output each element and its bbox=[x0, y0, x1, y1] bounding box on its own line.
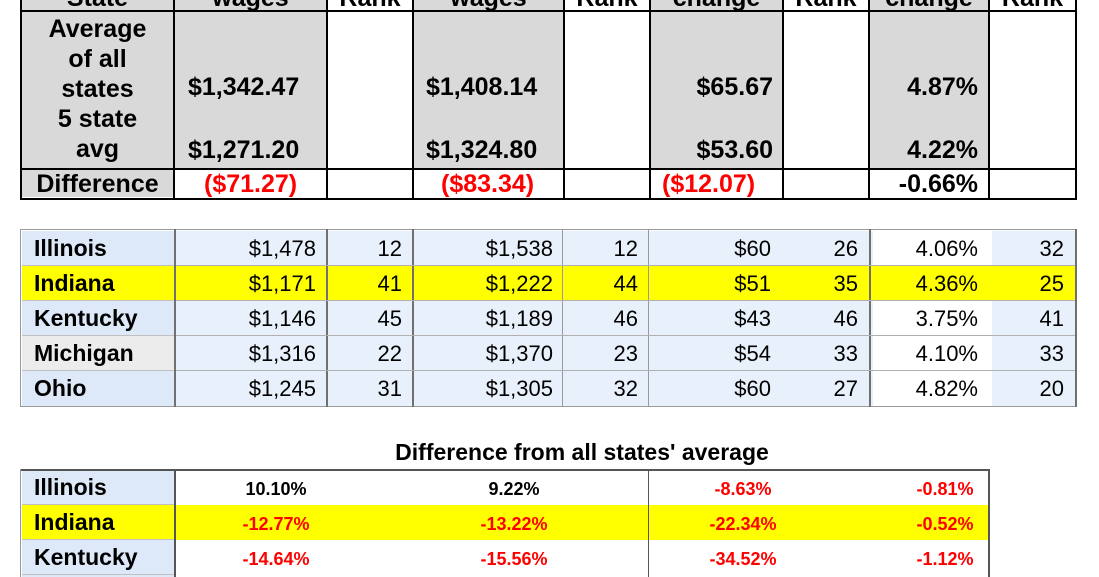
indiana-rank1: 41 bbox=[377, 271, 402, 296]
ohio-pct: 4.82% bbox=[915, 376, 978, 401]
difference-change-1: ($12.07) bbox=[662, 170, 756, 198]
indiana-rank4: 25 bbox=[1039, 271, 1064, 296]
ohio-rank1: 31 bbox=[377, 376, 402, 401]
avg-wages-2: $1,408.14 bbox=[426, 73, 538, 101]
michigan-wage1: $1,316 bbox=[248, 341, 316, 366]
ohio-rank4: 20 bbox=[1039, 376, 1064, 401]
illinois-pct: 4.06% bbox=[915, 236, 978, 261]
indiana-change: $51 bbox=[734, 271, 771, 296]
avg-change-1: $65.67 bbox=[696, 73, 773, 101]
five-state-wages-1: $1,271.20 bbox=[188, 136, 300, 164]
illinois-rank3: 26 bbox=[833, 236, 858, 261]
five-state-wages-2: $1,324.80 bbox=[426, 136, 538, 164]
illinois-change: $60 bbox=[734, 236, 771, 261]
header-rank-4: Rank bbox=[990, 0, 1075, 10]
difference-table-title: Difference from all states' average bbox=[395, 439, 769, 465]
michigan-rank1: 22 bbox=[377, 341, 402, 366]
difference-change-2: -0.66% bbox=[898, 170, 978, 198]
kentucky-rank3: 46 bbox=[833, 306, 858, 331]
kentucky-wage2: $1,189 bbox=[485, 306, 553, 331]
ohio-wage2: $1,305 bbox=[485, 376, 553, 401]
michigan-change: $54 bbox=[734, 341, 771, 366]
row-label-average: Average of all states bbox=[48, 15, 147, 103]
michigan-rank2: 23 bbox=[613, 341, 638, 366]
michigan-wage2: $1,370 bbox=[485, 341, 553, 366]
diff-kentucky-4: -1.12% bbox=[916, 549, 974, 569]
diff-indiana-3: -22.34% bbox=[709, 514, 777, 534]
diff-indiana-4: -0.52% bbox=[916, 514, 974, 534]
kentucky-wage1: $1,146 bbox=[248, 306, 316, 331]
diff-illinois-1: 10.10% bbox=[245, 479, 307, 499]
kentucky-rank2: 46 bbox=[613, 306, 638, 331]
ohio-rank3: 27 bbox=[833, 376, 858, 401]
five-state-change-1: $53.60 bbox=[696, 136, 773, 164]
diff-illinois-4: -0.81% bbox=[916, 479, 974, 499]
state-illinois: Illinois bbox=[34, 235, 107, 261]
michigan-rank4: 33 bbox=[1039, 341, 1064, 366]
illinois-rank2: 12 bbox=[613, 236, 638, 261]
ohio-change: $60 bbox=[734, 376, 771, 401]
kentucky-rank1: 45 bbox=[377, 306, 402, 331]
diff-kentucky-3: -34.52% bbox=[709, 549, 777, 569]
header-change-2: change bbox=[870, 0, 988, 10]
diff-state-indiana: Indiana bbox=[34, 509, 115, 535]
difference-wages-2: ($83.34) bbox=[441, 170, 535, 198]
five-state-change-2: 4.22% bbox=[907, 136, 978, 164]
ohio-rank2: 32 bbox=[613, 376, 638, 401]
avg-change-2: 4.87% bbox=[907, 73, 978, 101]
row-label-difference: Difference bbox=[36, 170, 159, 198]
indiana-wage2: $1,222 bbox=[485, 271, 553, 296]
indiana-pct: 4.36% bbox=[915, 271, 978, 296]
diff-kentucky-2: -15.56% bbox=[480, 549, 548, 569]
difference-wages-1: ($71.27) bbox=[204, 170, 298, 198]
ohio-wage1: $1,245 bbox=[248, 376, 316, 401]
state-kentucky: Kentucky bbox=[34, 305, 138, 331]
header-state: State bbox=[22, 0, 173, 10]
indiana-wage1: $1,171 bbox=[248, 271, 316, 296]
state-indiana: Indiana bbox=[34, 270, 115, 296]
illinois-wage1: $1,478 bbox=[248, 236, 316, 261]
header-rank-3: Rank bbox=[784, 0, 868, 10]
diff-state-illinois: Illinois bbox=[34, 474, 107, 500]
diff-indiana-1: -12.77% bbox=[242, 514, 310, 534]
header-rank-2: Rank bbox=[565, 0, 649, 10]
diff-kentucky-1: -14.64% bbox=[242, 549, 310, 569]
row-label-5-state-avg: 5 state avg bbox=[57, 105, 138, 163]
diff-indiana-2: -13.22% bbox=[480, 514, 548, 534]
state-ohio: Ohio bbox=[34, 375, 87, 401]
kentucky-pct: 3.75% bbox=[915, 306, 978, 331]
indiana-rank2: 44 bbox=[613, 271, 638, 296]
michigan-rank3: 33 bbox=[833, 341, 858, 366]
michigan-pct: 4.10% bbox=[915, 341, 978, 366]
diff-state-kentucky: Kentucky bbox=[34, 544, 138, 570]
avg-wages-1: $1,342.47 bbox=[188, 73, 300, 101]
diff-illinois-3: -8.63% bbox=[714, 479, 772, 499]
header-change-1: change bbox=[651, 0, 782, 10]
illinois-rank4: 32 bbox=[1039, 236, 1064, 261]
kentucky-rank4: 41 bbox=[1039, 306, 1064, 331]
diff-illinois-2: 9.22% bbox=[488, 479, 540, 499]
header-wages-2: wages bbox=[414, 0, 563, 10]
indiana-rank3: 35 bbox=[833, 271, 858, 296]
kentucky-change: $43 bbox=[734, 306, 771, 331]
header-wages-1: wages bbox=[175, 0, 326, 10]
state-michigan: Michigan bbox=[34, 340, 134, 366]
illinois-rank1: 12 bbox=[377, 236, 402, 261]
illinois-wage2: $1,538 bbox=[485, 236, 553, 261]
header-rank-1: Rank bbox=[328, 0, 412, 10]
